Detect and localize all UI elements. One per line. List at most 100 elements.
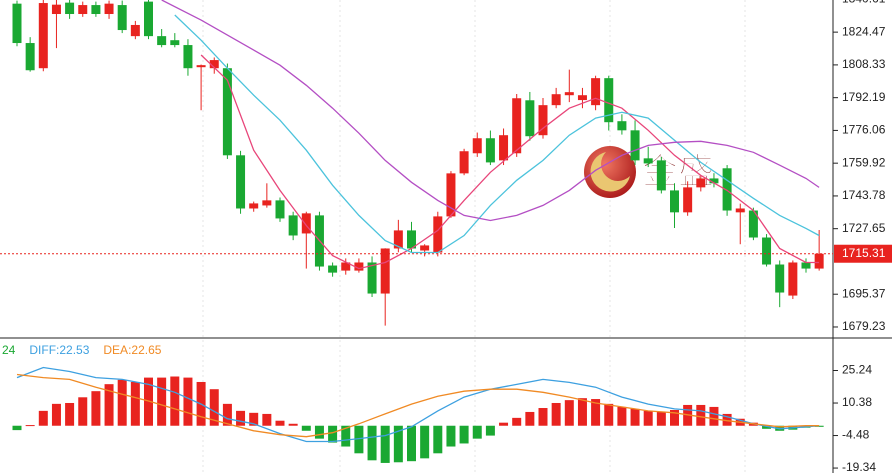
indicator-line — [16, 373, 820, 438]
candle-body — [512, 98, 522, 154]
candle-body — [275, 200, 285, 219]
candle-body — [656, 160, 666, 191]
last-price-label: 1715.31 — [842, 246, 886, 260]
macd-bar — [130, 381, 140, 426]
candle-body — [288, 215, 298, 236]
macd-bar — [51, 403, 61, 426]
macd-bar — [78, 397, 88, 426]
macd-bar — [538, 408, 548, 426]
macd-bar — [249, 412, 259, 426]
candle-body — [65, 2, 75, 15]
y-tick-label: 1840.61 — [842, 0, 886, 6]
watermark: 金盛 — [584, 146, 715, 198]
candle-body — [144, 1, 153, 37]
macd-bar — [301, 425, 311, 431]
macd-bar — [12, 425, 22, 431]
macd-bar — [91, 391, 101, 426]
macd-bar — [354, 425, 364, 454]
macd-bar — [630, 408, 640, 426]
candle-body — [130, 24, 140, 37]
candle-body — [683, 187, 693, 213]
y-tick-label: 25.24 — [842, 363, 872, 377]
macd-bar — [341, 425, 351, 447]
candle-body — [564, 92, 574, 96]
macd-bar — [38, 410, 48, 426]
y-tick-label: 1824.47 — [842, 24, 886, 38]
candle-body — [433, 216, 443, 253]
indicator-line — [161, 0, 820, 222]
y-tick-label: 1727.65 — [842, 221, 886, 235]
macd-bar — [288, 423, 298, 426]
y-tick-label: 1759.92 — [842, 155, 886, 169]
candle-body — [577, 95, 587, 101]
candle-body — [367, 262, 377, 294]
macd-bar — [380, 425, 390, 463]
candle-body — [762, 237, 772, 265]
candle-body — [722, 168, 732, 211]
macd-bar — [551, 402, 561, 426]
y-tick-label: 1743.78 — [842, 188, 886, 202]
candle-body — [748, 210, 758, 238]
candle-body — [814, 253, 824, 269]
candle-body — [91, 5, 101, 15]
candle-body — [709, 178, 719, 184]
candle-body — [249, 203, 259, 209]
macd-bar — [393, 425, 403, 463]
macd-bar — [512, 417, 522, 426]
y-tick-label: 1776.06 — [842, 123, 886, 137]
macd-bar — [643, 410, 653, 426]
candle-body — [788, 262, 798, 296]
candle-body — [301, 213, 311, 234]
candle-body — [459, 151, 469, 174]
macd-bar — [236, 410, 246, 426]
candle-body — [25, 43, 35, 71]
macd-bar — [104, 384, 114, 426]
candle-body — [12, 3, 22, 44]
macd-bar — [314, 425, 324, 439]
candle-body — [183, 45, 193, 69]
indicator-line — [174, 14, 820, 254]
y-tick-label: 1792.19 — [842, 90, 886, 104]
macd-bar — [472, 425, 482, 439]
y-tick-label: 10.38 — [842, 395, 872, 409]
legend-entry: DIFF:22.53 — [29, 343, 89, 357]
candle-body — [420, 245, 430, 251]
macd-bar — [525, 411, 535, 426]
candle-body — [525, 100, 535, 137]
candle-body — [551, 94, 561, 106]
candle-body — [617, 121, 627, 131]
legend-entry: DEA:22.65 — [103, 343, 161, 357]
macd-bar — [262, 413, 272, 426]
macd-bar — [407, 425, 416, 462]
candle-body — [354, 262, 364, 271]
macd-bar — [577, 398, 587, 426]
candle-body — [446, 173, 456, 217]
indicator-line — [200, 54, 820, 270]
indicator-line — [16, 366, 820, 443]
macd-bar — [656, 411, 666, 426]
logo-crescent — [590, 152, 630, 192]
macd-bar — [564, 400, 574, 426]
y-tick-label: 1695.37 — [842, 286, 886, 300]
candle-body — [209, 60, 219, 69]
macd-bar — [696, 404, 706, 426]
macd-bar — [183, 377, 193, 426]
candle-body — [393, 230, 403, 249]
macd-bar — [617, 406, 627, 426]
candle-body — [591, 78, 601, 106]
candle-body — [104, 3, 114, 15]
candle-body — [222, 68, 232, 156]
macd-bar — [762, 425, 772, 429]
macd-bar — [367, 425, 377, 461]
macd-bar — [275, 420, 285, 426]
candle-body — [801, 262, 811, 269]
macd-bar — [222, 403, 232, 426]
candle-body — [604, 78, 614, 123]
candle-body — [157, 36, 167, 46]
candle-body — [643, 158, 653, 164]
y-tick-label: -4.48 — [842, 428, 870, 442]
candle-body — [380, 248, 390, 294]
macd-bar — [117, 379, 127, 426]
macd-bar — [328, 425, 338, 443]
